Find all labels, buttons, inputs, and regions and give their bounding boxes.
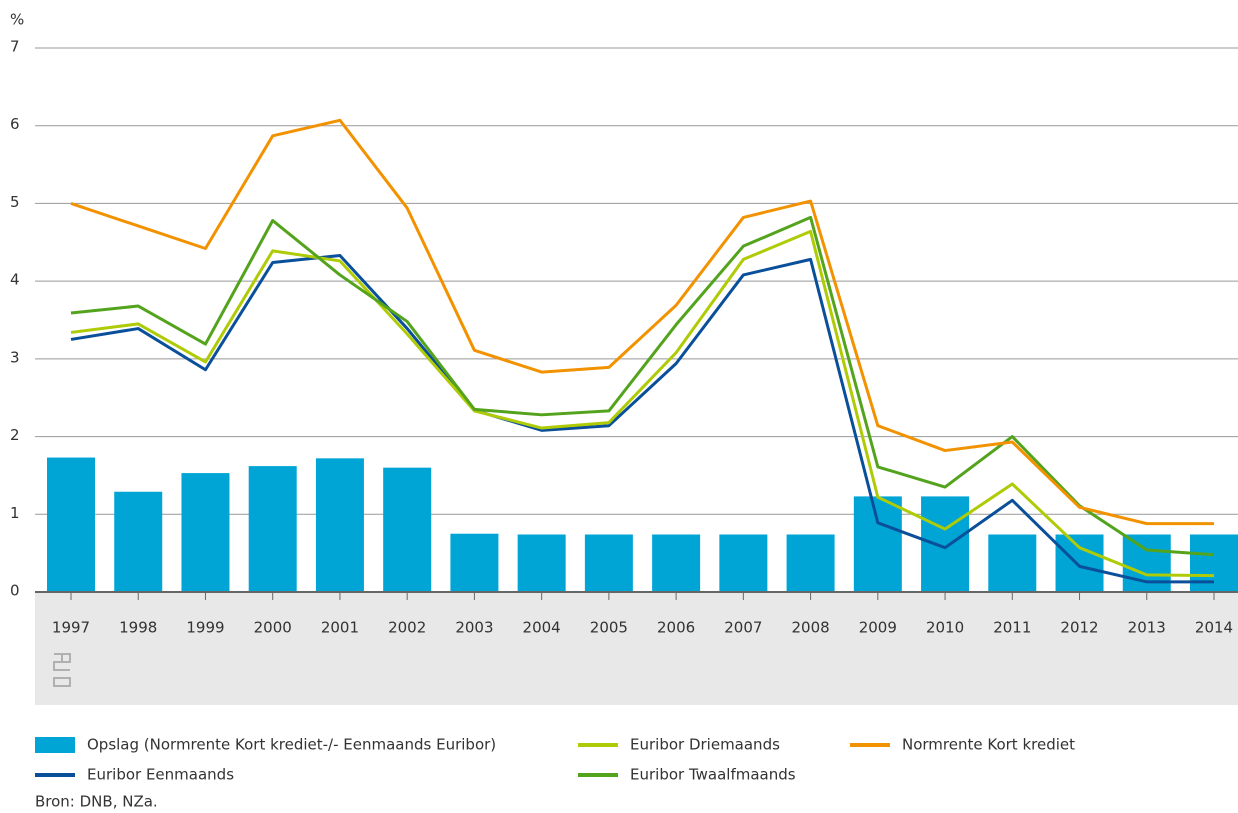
x-tick-label: 2006: [657, 619, 695, 637]
bar: [315, 458, 364, 592]
x-tick-label: 1998: [119, 619, 157, 637]
x-tick-label: 2007: [724, 619, 762, 637]
bar: [921, 496, 970, 592]
y-tick-label: 5: [10, 193, 20, 211]
x-tick-label: 2003: [455, 619, 493, 637]
x-tick-label: 2004: [523, 619, 561, 637]
x-tick-label: 1997: [52, 619, 90, 637]
x-tick-label: 2005: [590, 619, 628, 637]
source: Bron: DNB, NZa.: [35, 793, 158, 811]
line: [70, 229, 1215, 578]
y-tick-label: 0: [10, 582, 20, 600]
bar: [786, 534, 835, 592]
y-tick-label: 4: [10, 271, 20, 289]
y-tick-label: 6: [10, 115, 20, 133]
x-tick-label: 2010: [926, 619, 964, 637]
y-axis-unit: %: [10, 11, 24, 29]
x-tick-label: 1999: [186, 619, 224, 637]
bar: [1055, 534, 1104, 592]
x-tick-label: 2011: [993, 619, 1031, 637]
bar: [248, 466, 297, 592]
bar: [719, 534, 768, 592]
bar: [47, 457, 95, 592]
y-tick-label: 3: [10, 348, 20, 366]
x-tick-label: 2012: [1060, 619, 1098, 637]
bar: [988, 534, 1037, 592]
x-tick-label: 2014: [1195, 619, 1233, 637]
bar: [652, 534, 701, 592]
x-tick-label: 2000: [254, 619, 292, 637]
y-tick-label: 7: [10, 38, 20, 56]
x-tick-label: 2009: [859, 619, 897, 637]
bar: [584, 534, 633, 592]
x-tick-label: 2001: [321, 619, 359, 637]
x-axis-band: [35, 592, 1238, 705]
legend-label: Opslag (Normrente Kort krediet-/- Eenmaa…: [87, 736, 496, 754]
legend-label: Euribor Twaalfmaands: [630, 766, 796, 784]
bar: [853, 496, 902, 592]
bar: [450, 533, 499, 592]
bar: [383, 467, 432, 592]
legend-swatch: [35, 737, 75, 753]
y-tick-label: 2: [10, 426, 20, 444]
line: [70, 215, 1215, 557]
x-tick-label: 2002: [388, 619, 426, 637]
x-tick-label: 2013: [1128, 619, 1166, 637]
y-tick-label: 1: [10, 504, 20, 522]
bar: [114, 491, 163, 592]
x-tick-label: 2008: [791, 619, 829, 637]
bar: [517, 534, 566, 592]
line: [70, 253, 1214, 584]
legend-label: Euribor Driemaands: [630, 736, 780, 754]
line: [70, 118, 1214, 526]
bar: [181, 473, 230, 592]
legend-label: Euribor Eenmaands: [87, 766, 234, 784]
logo: [53, 653, 71, 687]
legend-label: Normrente Kort krediet: [902, 736, 1075, 754]
